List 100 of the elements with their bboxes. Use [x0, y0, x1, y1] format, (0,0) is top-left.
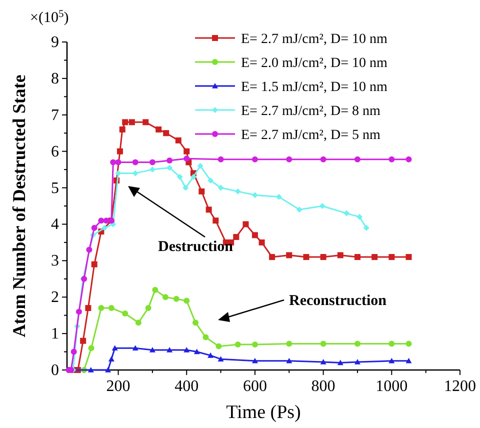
- point: [105, 367, 112, 372]
- point: [91, 224, 98, 231]
- y-tick-label: 7: [51, 106, 59, 124]
- point: [233, 234, 240, 240]
- point: [337, 252, 344, 258]
- point: [286, 358, 292, 364]
- legend-label: E= 2.7 mJ/cm², D= 5 nm: [241, 128, 380, 143]
- point: [182, 184, 189, 191]
- point: [116, 148, 123, 154]
- point: [216, 343, 222, 350]
- point: [234, 188, 241, 194]
- point: [218, 156, 224, 162]
- legend-label: E= 2.7 mJ/cm², D= 8 nm: [241, 104, 380, 119]
- point: [132, 159, 138, 166]
- point: [206, 206, 212, 213]
- y-tick-label: 6: [51, 143, 59, 160]
- point: [218, 184, 224, 191]
- point: [406, 340, 412, 347]
- y-tick-label: 0: [51, 362, 59, 379]
- point: [354, 254, 360, 260]
- x-tick-label: 200: [106, 378, 130, 395]
- point: [372, 254, 378, 260]
- point: [320, 156, 326, 162]
- x-tick-label: 800: [311, 378, 336, 395]
- point: [388, 254, 395, 260]
- point: [88, 367, 94, 372]
- x-tick-label: 600: [242, 378, 267, 395]
- point: [176, 174, 183, 180]
- x-tick-label: 400: [174, 378, 199, 395]
- y-axis-title: Atom Number of Destructed State: [9, 74, 29, 338]
- point: [406, 254, 412, 260]
- x-axis-title: Time (Ps): [226, 402, 301, 423]
- point: [149, 159, 156, 166]
- point: [354, 156, 360, 162]
- point: [115, 159, 122, 166]
- y-tick-label: 5: [51, 180, 59, 197]
- legend-label: E= 2.0 mJ/cm², D= 10 nm: [241, 56, 388, 71]
- point: [152, 286, 158, 293]
- point: [337, 360, 344, 366]
- point: [190, 174, 196, 180]
- point: [234, 341, 241, 348]
- point: [122, 310, 128, 317]
- point: [218, 356, 224, 362]
- point: [108, 356, 114, 362]
- point: [296, 206, 302, 213]
- point: [276, 194, 282, 200]
- point: [388, 358, 395, 364]
- point: [102, 224, 108, 231]
- point: [173, 296, 180, 302]
- point: [184, 298, 190, 304]
- text: ×(10$^{5}$): [30, 8, 69, 26]
- point: [149, 346, 156, 352]
- legend-label: E= 2.7 mJ/cm², D= 10 nm: [241, 32, 388, 47]
- point: [184, 346, 190, 352]
- point: [98, 218, 104, 224]
- x-tick-label: 1200: [444, 378, 476, 395]
- point: [242, 221, 249, 228]
- point: [85, 305, 92, 312]
- point: [88, 345, 94, 352]
- point: [166, 157, 173, 164]
- point: [166, 164, 173, 171]
- point: [303, 254, 310, 260]
- point: [166, 346, 173, 352]
- point: [175, 137, 182, 144]
- point: [208, 352, 214, 358]
- point: [406, 156, 412, 162]
- point: [98, 305, 104, 312]
- point: [252, 358, 258, 364]
- point: [156, 126, 162, 132]
- point: [208, 177, 214, 184]
- y-tick-label: 4: [51, 216, 59, 234]
- y-tick-label: 1: [51, 326, 59, 343]
- point: [363, 224, 370, 231]
- x-tick-label: 1000: [376, 378, 408, 395]
- point: [388, 156, 395, 162]
- legend-label: E= 1.5 mJ/cm², D= 10 nm: [241, 80, 388, 95]
- point: [202, 334, 209, 340]
- point: [91, 261, 98, 268]
- point: [112, 345, 118, 351]
- annotation: Reconstruction: [289, 293, 388, 309]
- point: [320, 358, 326, 364]
- point: [128, 119, 135, 126]
- point: [286, 252, 292, 258]
- point: [184, 156, 190, 162]
- point: [252, 232, 258, 238]
- point: [108, 305, 114, 312]
- point: [197, 162, 204, 169]
- point: [149, 166, 156, 173]
- point: [135, 320, 142, 326]
- point: [184, 148, 190, 154]
- point: [142, 119, 149, 126]
- y-tick-label: 2: [51, 289, 59, 306]
- point: [406, 358, 412, 364]
- point: [258, 239, 265, 246]
- point: [76, 308, 82, 315]
- point: [269, 254, 276, 260]
- point: [163, 130, 170, 136]
- point: [145, 305, 152, 312]
- point: [212, 218, 219, 224]
- point: [388, 340, 395, 347]
